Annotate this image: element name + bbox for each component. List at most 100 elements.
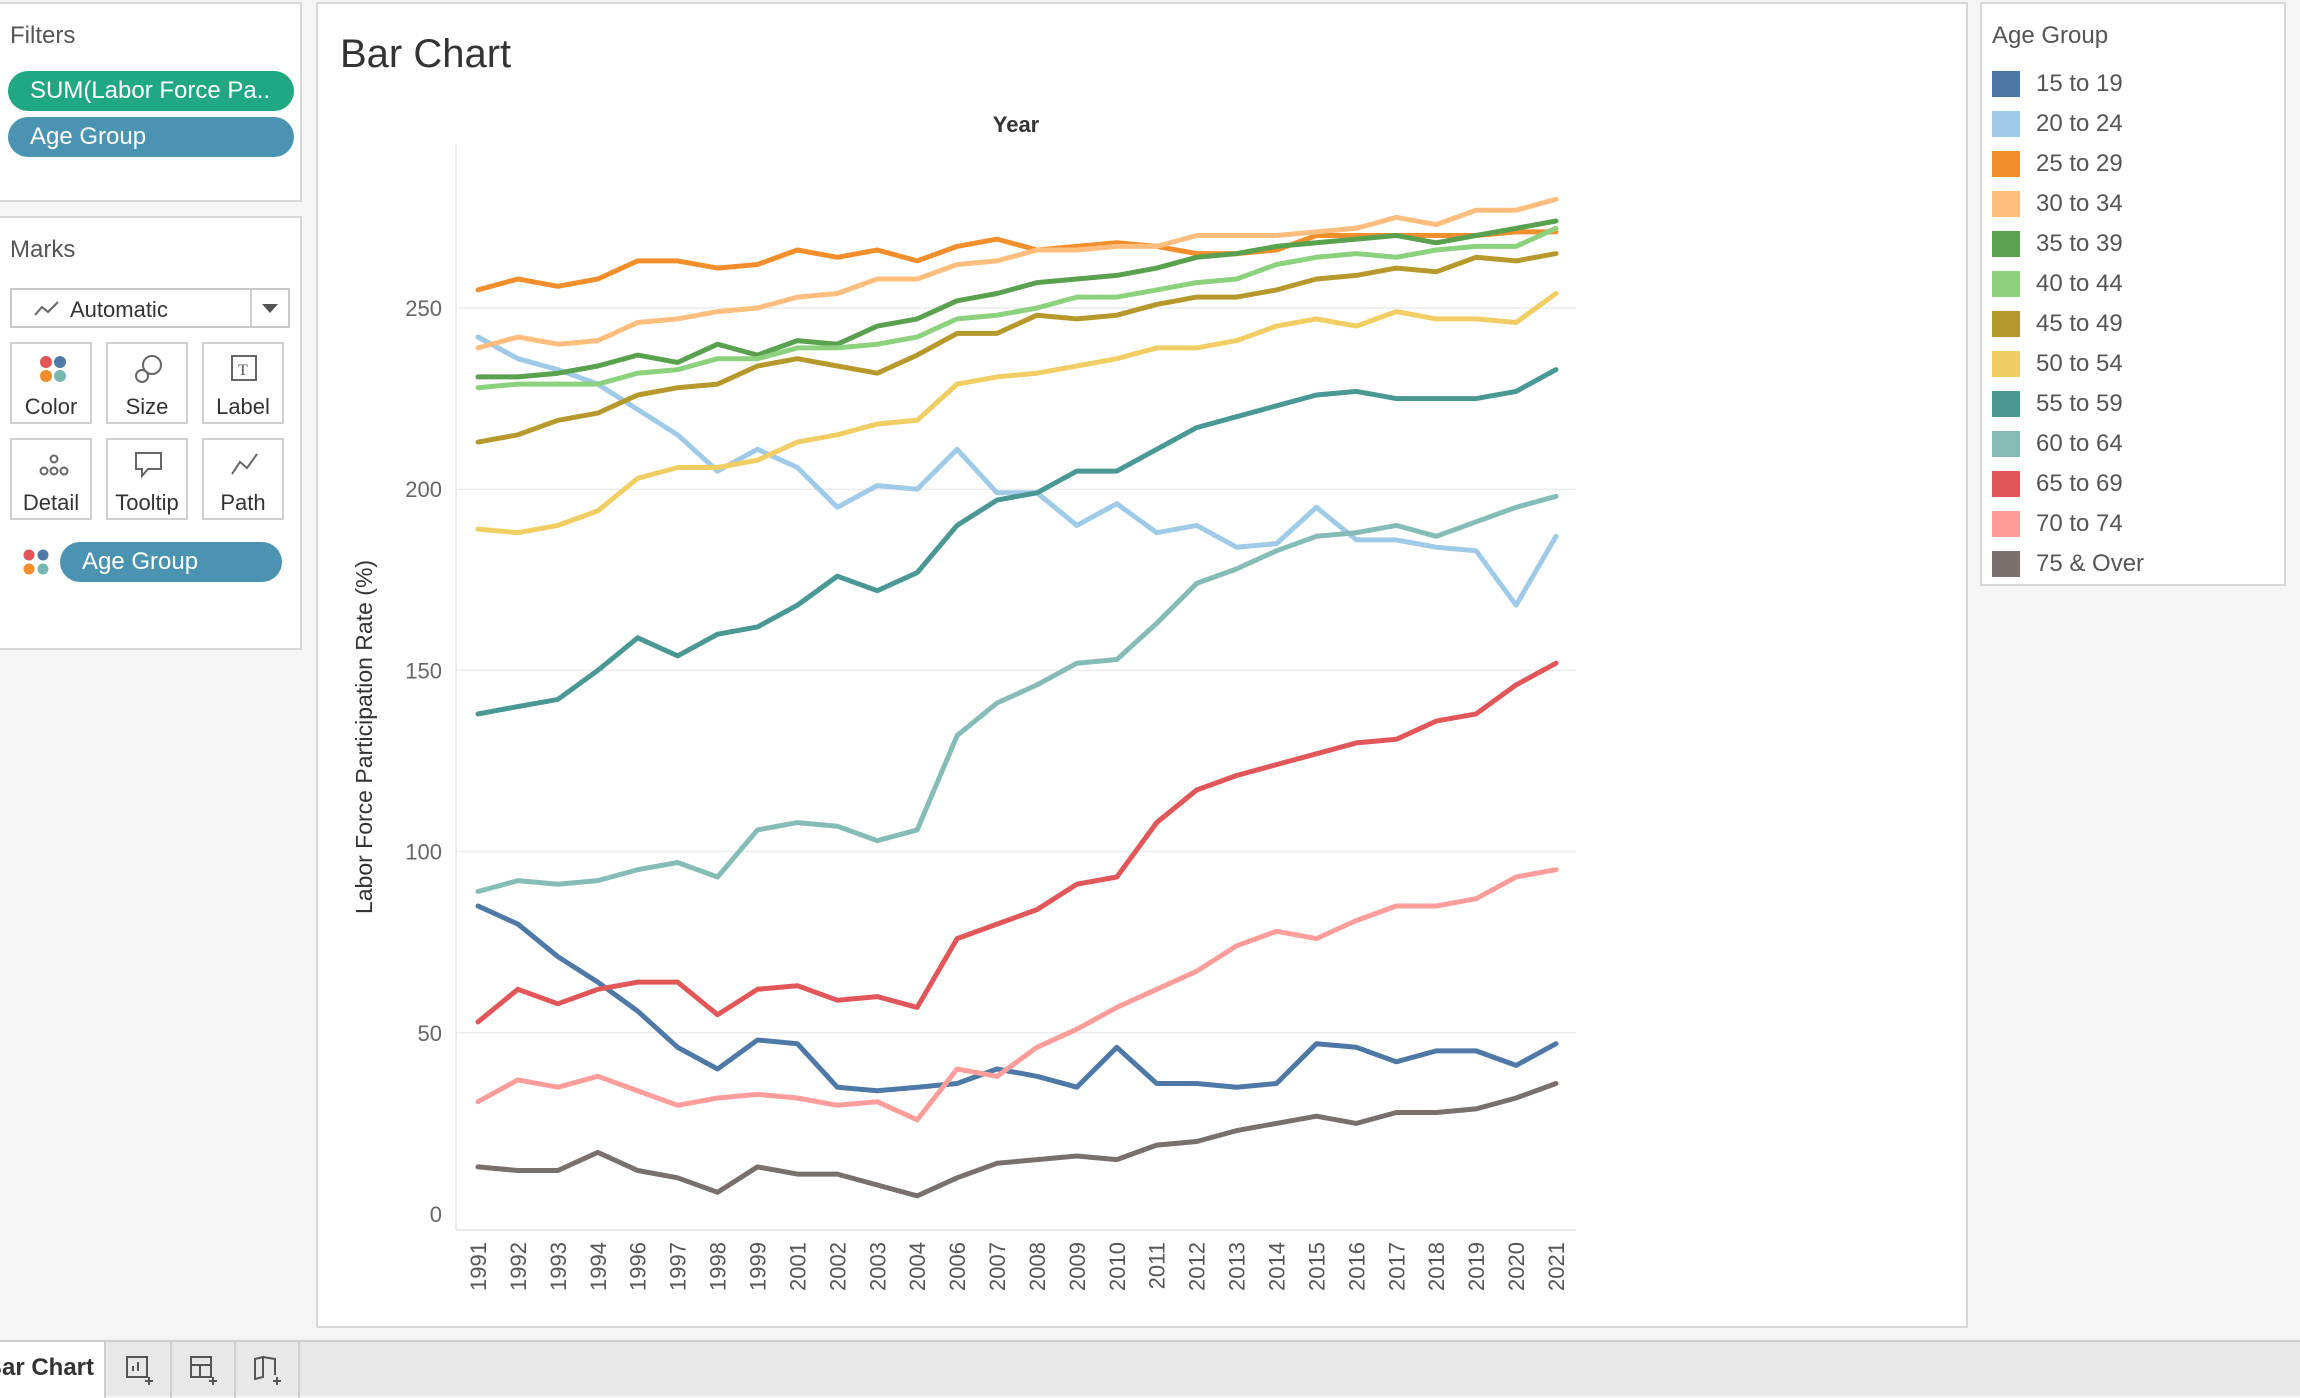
x-tick-label: 2007	[985, 1242, 1010, 1291]
x-tick-label: 2001	[785, 1242, 810, 1291]
chevron-down-icon[interactable]	[262, 304, 278, 314]
legend-label: 60 to 64	[2036, 430, 2123, 457]
legend-swatch	[1992, 471, 2020, 497]
x-tick-label: 2004	[905, 1242, 930, 1291]
legend-label: 50 to 54	[2036, 350, 2123, 377]
path-button-label: Path	[220, 490, 266, 515]
series-line-5	[475, 225, 1559, 391]
x-tick-label: 1993	[546, 1242, 571, 1291]
legend-label: 30 to 34	[2036, 190, 2123, 217]
dropdown-separator	[250, 290, 252, 326]
color-button-label: Color	[24, 394, 78, 419]
legend-label: 25 to 29	[2036, 150, 2123, 177]
tooltip-button-label: Tooltip	[115, 490, 179, 515]
series-line-8	[475, 367, 1559, 717]
x-tick-label: 1992	[506, 1242, 531, 1291]
x-tick-label: 2019	[1464, 1242, 1489, 1291]
y-tick-label: 100	[405, 840, 442, 865]
x-tick-label: 2011	[1145, 1242, 1170, 1289]
color-encoding-icon	[23, 549, 49, 575]
x-tick-label: 1991	[466, 1242, 491, 1291]
text-label-icon: T	[231, 355, 257, 381]
x-tick-label: 2021	[1544, 1242, 1569, 1291]
legend-label: 75 & Over	[2036, 550, 2145, 577]
legend-swatch	[1992, 151, 2020, 177]
line-chart: Year 0 50 100 150 200 250 Labor Force Participa…	[351, 112, 1576, 1291]
x-tick-label: 2008	[1025, 1242, 1050, 1291]
x-tick-label: 2002	[825, 1242, 850, 1291]
svg-text:T: T	[238, 362, 248, 379]
y-tick-label: 0	[430, 1202, 442, 1227]
legend-swatch	[1992, 71, 2020, 97]
legend-swatch	[1992, 191, 2020, 217]
legend-swatch	[1992, 551, 2020, 577]
x-tick-label: 2014	[1265, 1242, 1290, 1291]
chart-panel: Bar Chart Year 0 50 100 150 200 250 Labor Force…	[316, 2, 1968, 1328]
x-tick-label: 1994	[586, 1242, 611, 1291]
x-tick-label: 1999	[745, 1242, 770, 1291]
y-tick-label: 150	[405, 658, 442, 683]
legend-label: 45 to 49	[2036, 310, 2123, 337]
path-button[interactable]: Path	[202, 438, 284, 520]
series-line-6	[475, 251, 1559, 445]
legend-swatch	[1992, 431, 2020, 457]
filter-pill-age-group[interactable]: Age Group	[8, 117, 294, 157]
x-tick-label: 2003	[865, 1242, 890, 1291]
legend-label: 35 to 39	[2036, 230, 2123, 257]
legend-label: 15 to 19	[2036, 70, 2123, 97]
legend-label: 70 to 74	[2036, 510, 2123, 537]
series-line-9	[475, 493, 1559, 894]
tooltip-button[interactable]: Tooltip	[106, 438, 188, 520]
x-tick-label: 1996	[626, 1242, 651, 1291]
color-button[interactable]: Color	[10, 342, 92, 424]
new-story-button[interactable]	[236, 1342, 300, 1398]
new-worksheet-icon	[126, 1356, 153, 1385]
mark-type-dropdown[interactable]: Automatic	[10, 288, 290, 328]
legend-swatch	[1992, 351, 2020, 377]
legend-label: 55 to 59	[2036, 390, 2123, 417]
tab-bar-chart-label: Bar Chart	[0, 1354, 94, 1381]
new-worksheet-button[interactable]	[108, 1342, 172, 1398]
tab-bar-chart[interactable]: Bar Chart	[0, 1342, 106, 1398]
x-tick-label: 2015	[1304, 1242, 1329, 1291]
legend-swatch	[1992, 231, 2020, 257]
size-button-label: Size	[125, 394, 169, 419]
series-line-2	[475, 229, 1559, 293]
x-tick-label: 1997	[666, 1242, 691, 1291]
new-story-icon	[254, 1355, 281, 1385]
sheet-tab-bar: Bar Chart	[0, 1340, 2300, 1398]
series-line-12	[475, 1081, 1559, 1199]
detail-button[interactable]: Detail	[10, 438, 92, 520]
color-icon	[40, 356, 66, 382]
y-axis-label: Labor Force Participation Rate (%)	[351, 560, 377, 914]
path-icon	[231, 453, 258, 475]
label-button[interactable]: T Label	[202, 342, 284, 424]
label-button-label: Label	[216, 394, 270, 419]
legend-swatch	[1992, 391, 2020, 417]
legend-swatch	[1992, 511, 2020, 537]
filter-pill-labor-force[interactable]: SUM(Labor Force Pa..	[8, 71, 294, 111]
new-dashboard-button[interactable]	[172, 1342, 236, 1398]
y-tick-label: 50	[418, 1021, 442, 1046]
x-tick-label: 1998	[706, 1242, 731, 1291]
x-tick-label: 2013	[1225, 1242, 1250, 1291]
x-tick-label: 2012	[1185, 1242, 1210, 1291]
legend-panel: Age Group 15 to 19 20 to 24 25 to 29 30 to …	[1980, 2, 2286, 586]
mark-type-value: Automatic	[70, 297, 168, 322]
x-tick-label: 2020	[1504, 1242, 1529, 1291]
series-line-7	[475, 291, 1559, 536]
filters-panel: Filters SUM(Labor Force Pa.. Age Group	[0, 2, 302, 202]
marks-title: Marks	[10, 236, 76, 263]
series-line-0	[475, 903, 1559, 1094]
legend-swatch	[1992, 111, 2020, 137]
x-tick-label: 2009	[1065, 1242, 1090, 1291]
x-tick-label: 2018	[1424, 1242, 1449, 1291]
series-line-11	[475, 867, 1559, 1123]
sheet-title: Bar Chart	[340, 32, 512, 76]
filters-title: Filters	[10, 22, 76, 49]
size-button[interactable]: Size	[106, 342, 188, 424]
legend-title: Age Group	[1992, 22, 2109, 49]
size-icon	[135, 355, 162, 383]
series-line-3	[475, 196, 1559, 351]
color-pill-age-group[interactable]: Age Group	[60, 542, 282, 582]
